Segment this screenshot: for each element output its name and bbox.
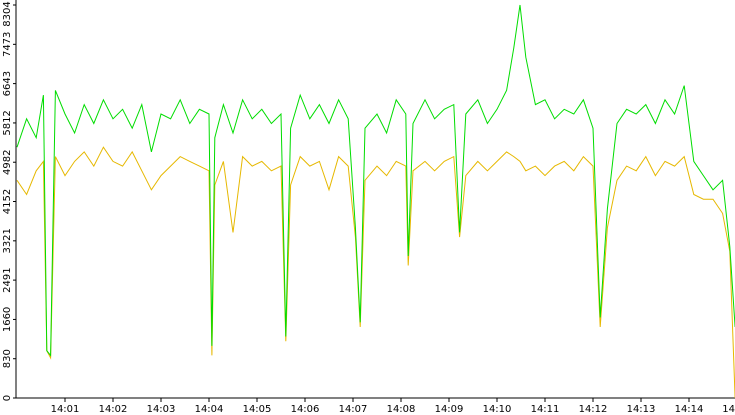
x-tick-label: 14:09 [435, 404, 464, 415]
y-tick-label: 7473 [2, 32, 13, 57]
x-tick-label: 14:07 [339, 404, 368, 415]
x-tick-label: 14:01 [51, 404, 80, 415]
y-tick-label: 3321 [2, 228, 13, 253]
x-tick-label: 14:02 [99, 404, 128, 415]
x-tick-label: 14:13 [627, 404, 656, 415]
y-tick-label: 830 [2, 349, 13, 368]
series-line [16, 4, 735, 357]
x-tick-label: 14:14 [675, 404, 704, 415]
x-tick-label: 14:10 [483, 404, 512, 415]
y-tick-label: 4982 [2, 149, 13, 174]
y-tick-label: 0 [2, 395, 13, 401]
y-tick-label: 1660 [2, 307, 13, 332]
x-tick-label: 14:04 [195, 404, 224, 415]
y-tick-label: 6643 [2, 71, 13, 96]
x-tick-label: 14:06 [291, 404, 320, 415]
x-tick-label: 14:05 [243, 404, 272, 415]
y-tick-label: 8304 [2, 1, 13, 26]
x-tick-label: 14:08 [387, 404, 416, 415]
x-tick-label: 14:11 [531, 404, 560, 415]
series-line [16, 146, 735, 399]
y-tick-label: 2491 [2, 267, 13, 292]
x-tick-label: 14 [722, 404, 735, 415]
x-tick-label: 14:12 [579, 404, 608, 415]
y-tick-label: 4152 [2, 189, 13, 214]
x-tick-label: 14:03 [147, 404, 176, 415]
y-tick-label: 5812 [2, 110, 13, 135]
